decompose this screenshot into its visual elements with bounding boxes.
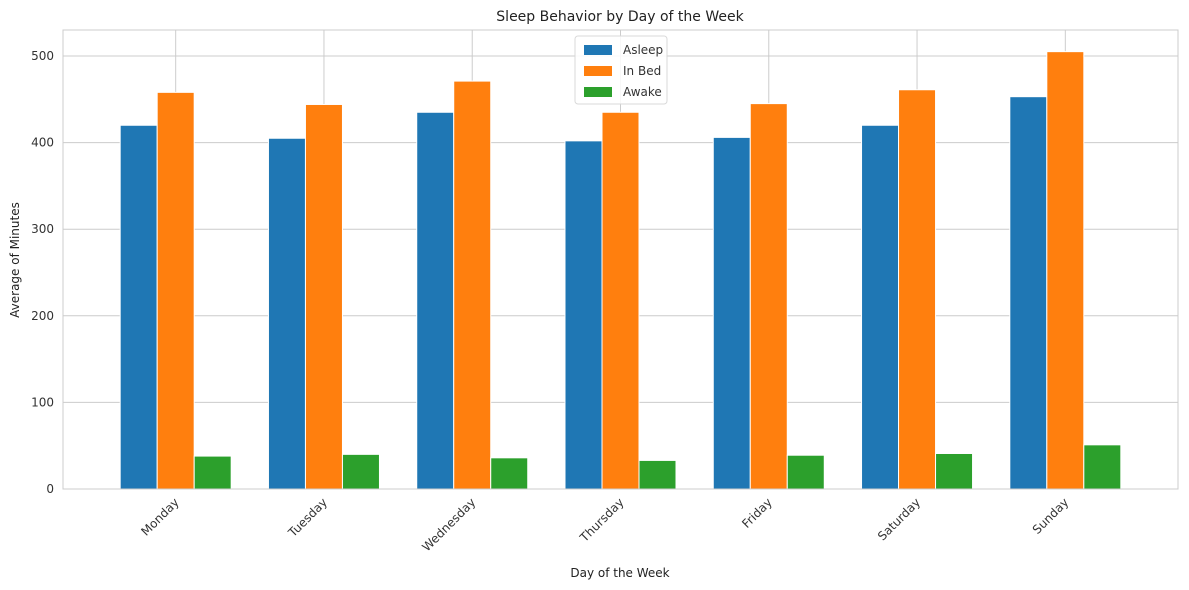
y-tick-label: 0 (46, 482, 54, 496)
bars (119, 51, 1122, 490)
bar-asleep-wednesday (416, 111, 455, 490)
legend-swatch-awake (584, 87, 612, 97)
bar-awake-saturday (935, 452, 974, 490)
bar-asleep-saturday (861, 124, 900, 490)
bar-awake-wednesday (490, 457, 529, 490)
bar-asleep-monday (119, 124, 158, 490)
x-tick-label: Sunday (1030, 495, 1072, 537)
bar-in-bed-tuesday (304, 103, 343, 490)
bar-awake-tuesday (341, 453, 380, 490)
x-tick-label: Saturday (875, 495, 923, 543)
x-axis-label: Day of the Week (570, 566, 669, 580)
y-tick-label: 400 (31, 136, 54, 150)
y-axis-label: Average of Minutes (8, 202, 22, 318)
x-tick-label: Thursday (577, 495, 627, 545)
legend-label-asleep: Asleep (623, 43, 663, 57)
y-tick-label: 500 (31, 49, 54, 63)
chart-title: Sleep Behavior by Day of the Week (496, 9, 744, 25)
bar-in-bed-friday (749, 103, 788, 490)
bar-in-bed-saturday (898, 89, 937, 490)
bar-in-bed-sunday (1046, 51, 1085, 490)
bar-in-bed-wednesday (453, 80, 492, 490)
bar-awake-sunday (1083, 444, 1122, 490)
x-tick-label: Friday (739, 495, 775, 531)
plot-frame (62, 29, 1179, 490)
bar-awake-monday (193, 455, 232, 490)
legend-swatch-asleep (584, 45, 612, 55)
bar-in-bed-monday (156, 91, 195, 490)
bar-asleep-tuesday (267, 137, 306, 490)
legend-label-awake: Awake (623, 85, 662, 99)
x-tick-label: Tuesday (285, 495, 330, 540)
legend-swatch-in-bed (584, 66, 612, 76)
y-tick-label: 100 (31, 395, 54, 409)
bar-awake-thursday (638, 459, 677, 490)
bar-in-bed-thursday (601, 111, 640, 490)
legend: Asleep In Bed Awake (574, 35, 668, 105)
bar-asleep-friday (712, 136, 751, 490)
bar-asleep-thursday (564, 140, 603, 490)
bar-awake-friday (786, 454, 825, 490)
x-tick-label: Wednesday (419, 495, 478, 554)
x-tick-label: Monday (138, 495, 181, 538)
bar-asleep-sunday (1009, 96, 1048, 490)
legend-label-in-bed: In Bed (623, 64, 661, 78)
y-tick-label: 200 (31, 309, 54, 323)
y-tick-label: 300 (31, 222, 54, 236)
